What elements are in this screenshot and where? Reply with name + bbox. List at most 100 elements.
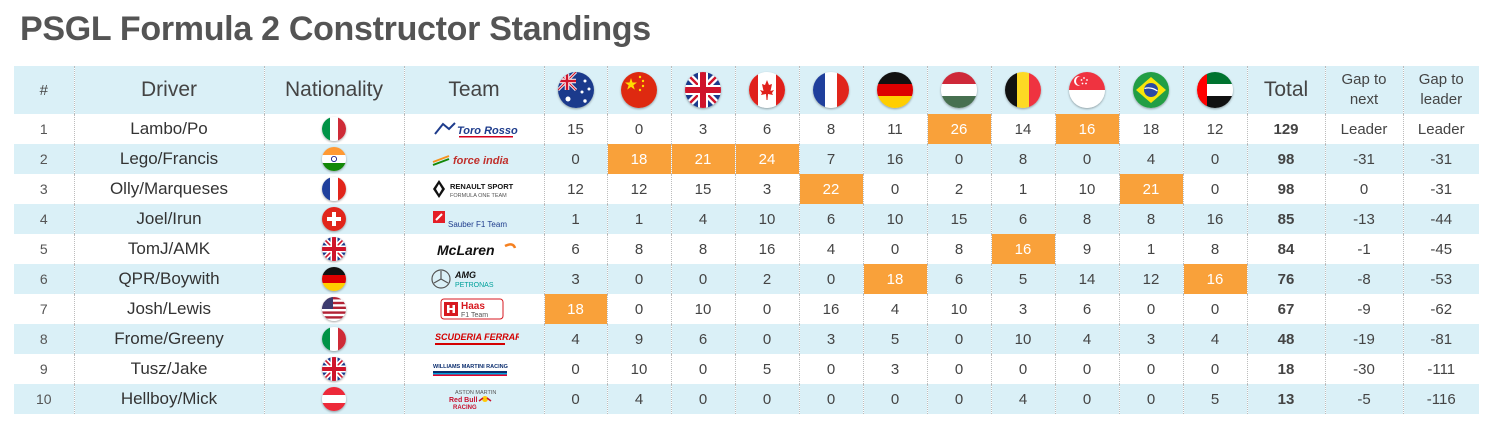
score-cell: 21: [1119, 174, 1184, 204]
svg-text:FORMULA ONE TEAM: FORMULA ONE TEAM: [450, 193, 507, 199]
score-cell: 0: [544, 384, 608, 414]
score-cell: 8: [1183, 234, 1248, 264]
score-cell: 0: [1183, 174, 1248, 204]
gap-leader-cell: -44: [1430, 210, 1453, 228]
score-cell: 6: [671, 324, 736, 354]
score-cell: 12: [544, 174, 608, 204]
team-cell: Sauber F1 Team: [404, 204, 545, 234]
nationality-cell: [264, 174, 405, 204]
position-cell: 3: [14, 174, 75, 204]
score-cell: 0: [544, 144, 608, 174]
score-cell: 16: [799, 294, 864, 324]
gap-leader-cell: -45: [1430, 240, 1453, 258]
standings-table: # Driver Nationality Team Total Gap to n…: [14, 66, 1479, 414]
uk-flag-icon: [685, 72, 721, 108]
race-header-3: [671, 66, 736, 114]
position-cell: 9: [14, 354, 75, 384]
score-cell: 0: [1119, 384, 1184, 414]
gap-next-cell: -13: [1325, 204, 1404, 234]
italy-flag-icon: [322, 327, 346, 351]
score-cell: 6: [991, 204, 1056, 234]
driver-cell: Hellboy/Mick: [74, 384, 265, 414]
score-cell: 0: [927, 384, 992, 414]
score-cell: 15: [927, 204, 992, 234]
score-cell: 10: [991, 324, 1056, 354]
score-cell: 4: [1183, 324, 1248, 354]
position-cell: 5: [14, 234, 75, 264]
score-cell: 15: [544, 114, 608, 144]
score-cell: 3: [799, 324, 864, 354]
ferrari-logo: SCUDERIA FERRARI: [405, 328, 544, 350]
germany-flag-icon: [322, 267, 346, 291]
score-cell: 0: [735, 384, 800, 414]
score-cell: 1: [1119, 234, 1184, 264]
score-cell: 10: [671, 294, 736, 324]
score-cell: 0: [735, 294, 800, 324]
australia-flag-icon: [557, 72, 594, 108]
race-header-2: [607, 66, 672, 114]
italy-flag-icon: [322, 117, 346, 141]
gap-next-cell: -5: [1325, 384, 1404, 414]
total-cell: 129: [1247, 114, 1326, 144]
score-cell: 2: [927, 174, 992, 204]
belgium-flag-icon: [1005, 72, 1041, 108]
score-cell: 4: [1119, 144, 1184, 174]
score-cell: 3: [863, 354, 928, 384]
gap-leader-cell: -31: [1430, 150, 1453, 168]
team-cell: Toro Rosso: [404, 114, 545, 144]
nationality-cell: [264, 114, 405, 144]
table-row: 2 Lego/Francis force india 0 18 21 24 7 16 0 8 0 4 0 9…: [14, 144, 1479, 174]
score-cell: 8: [1119, 204, 1184, 234]
score-cell: 4: [863, 294, 928, 324]
score-cell: 0: [1055, 144, 1120, 174]
table-row: 1 Lambo/Po Toro Rosso 15 0 3 6 8 11 26 14 16 18 12 129…: [14, 114, 1479, 144]
score-cell: 8: [671, 234, 736, 264]
driver-header: Driver: [74, 66, 265, 114]
score-cell: 10: [927, 294, 992, 324]
nationality-cell: [264, 144, 405, 174]
driver-cell: Olly/Marqueses: [74, 174, 265, 204]
team-cell: RENAULT SPORT FORMULA ONE TEAM: [404, 174, 545, 204]
force-india-logo: force india: [405, 148, 544, 170]
gap-leader-cell: -116: [1426, 390, 1456, 408]
svg-text:RACING: RACING: [453, 405, 477, 410]
total-cell: 67: [1247, 294, 1326, 324]
table-row: 3 Olly/Marqueses RENAULT SPORT FORMULA ONE …: [14, 174, 1479, 204]
svg-text:McLaren: McLaren: [437, 242, 495, 258]
svg-text:PETRONAS: PETRONAS: [455, 282, 494, 289]
race-header-1: [544, 66, 608, 114]
score-cell: 8: [1055, 204, 1120, 234]
gap-leader-cell: Leader: [1417, 120, 1465, 138]
score-cell: 0: [927, 354, 992, 384]
score-cell: 24: [735, 144, 800, 174]
score-cell: 7: [799, 144, 864, 174]
header-row: # Driver Nationality Team Total Gap to n…: [14, 66, 1479, 114]
table-row: 9 Tusz/Jake WILLIAMS MARTINI RACING 0 10 0 5 0 3…: [14, 354, 1479, 384]
total-cell: 48: [1247, 324, 1326, 354]
switzerland-flag-icon: [322, 207, 346, 231]
total-cell: 18: [1247, 354, 1326, 384]
score-cell: 0: [799, 354, 864, 384]
score-cell: 3: [544, 264, 608, 294]
score-cell: 0: [544, 354, 608, 384]
total-cell: 98: [1247, 174, 1326, 204]
mercedes-logo: AMG PETRONAS: [405, 268, 544, 290]
score-cell: 0: [1183, 144, 1248, 174]
score-cell: 9: [607, 324, 672, 354]
score-cell: 4: [607, 384, 672, 414]
score-cell: 10: [1055, 174, 1120, 204]
score-cell: 0: [1055, 354, 1120, 384]
score-cell: 11: [863, 114, 928, 144]
score-cell: 8: [991, 144, 1056, 174]
hungary-flag-icon: [941, 72, 977, 108]
score-cell: 3: [671, 114, 736, 144]
score-cell: 0: [991, 354, 1056, 384]
score-cell: 18: [1119, 114, 1184, 144]
score-cell: 0: [607, 114, 672, 144]
nationality-cell: [264, 264, 405, 294]
score-cell: 18: [544, 294, 608, 324]
team-cell: force india: [404, 144, 545, 174]
driver-cell: Lambo/Po: [74, 114, 265, 144]
gap-next-cell: -30: [1325, 354, 1404, 384]
team-cell: WILLIAMS MARTINI RACING: [404, 354, 545, 384]
